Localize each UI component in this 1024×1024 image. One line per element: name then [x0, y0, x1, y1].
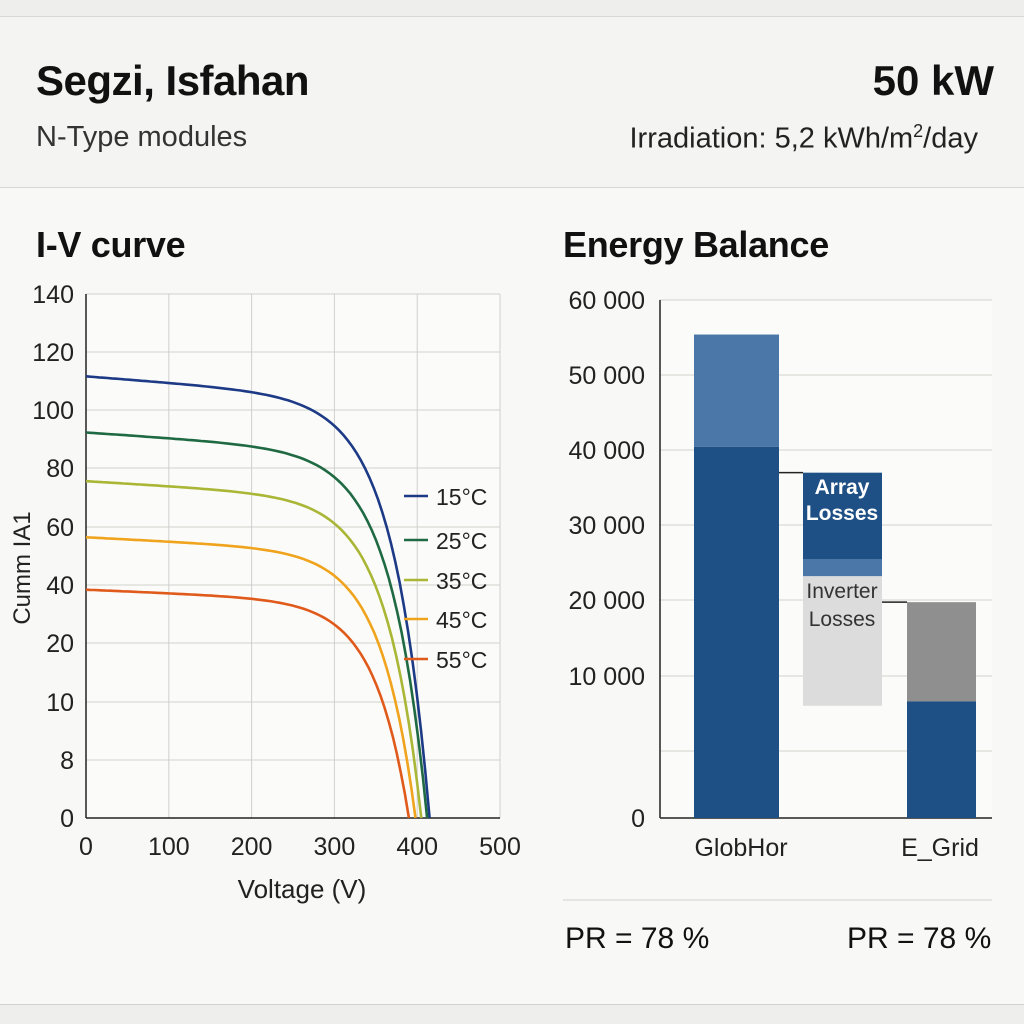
array-losses-band — [803, 559, 882, 577]
irradiation-text: Irradiation: 5,2 kWh/m — [629, 122, 914, 155]
pr-left: PR = 78 % — [565, 922, 710, 955]
iv-y-tick-label: 40 — [46, 572, 74, 600]
iv-y-tick-label: 10 — [46, 689, 74, 717]
eb-y-tick-label: 50 000 — [569, 362, 645, 390]
iv-x-tick-label: 100 — [148, 833, 190, 861]
iv-y-tick-label: 8 — [60, 747, 74, 775]
energy-balance-title: Energy Balance — [563, 224, 829, 265]
iv-x-axis-label: Voltage (V) — [238, 874, 367, 904]
inverter-losses-label: Inverter — [806, 580, 877, 603]
array-losses-bar — [803, 472, 882, 559]
iv-y-tick-label: 80 — [46, 455, 74, 483]
iv-x-tick-label: 300 — [314, 833, 356, 861]
iv-x-tick-label: 400 — [396, 833, 438, 861]
eb-category-label: GlobHor — [694, 834, 787, 862]
eb-y-tick-label: 0 — [631, 805, 645, 833]
iv-chart-title: I-V curve — [36, 224, 186, 265]
iv-curve-45 — [85, 536, 417, 819]
eb-y-tick-label: 10 000 — [569, 663, 645, 691]
eb-y-tick-label: 30 000 — [569, 512, 645, 540]
iv-y-tick-label: 120 — [32, 339, 74, 367]
eb-y-tick-label: 40 000 — [569, 437, 645, 465]
irradiation-sup: 2 — [913, 121, 924, 141]
iv-x-tick-label: 200 — [231, 833, 273, 861]
header: Segzi, Isfahan N-Type modules 50 kW Irra… — [0, 16, 1024, 188]
main-panel: I-V curve Energy Balance 0 8 10 20 40 60 80 100… — [0, 188, 1024, 1005]
iv-y-tick-label: 100 — [32, 397, 74, 425]
eb-y-tick-label: 60 000 — [569, 287, 645, 315]
egrid-bar — [907, 701, 976, 818]
iv-y-tick-label: 140 — [32, 281, 74, 309]
inverter-losses-label: Losses — [809, 608, 876, 631]
iv-curve-35 — [85, 479, 423, 819]
array-losses-label: Array — [815, 476, 870, 499]
module-type: N-Type modules — [36, 121, 248, 153]
eb-category-label: E_Grid — [901, 834, 979, 862]
iv-curve-55 — [85, 588, 411, 819]
globhor-bar — [694, 446, 779, 818]
egrid-bar-top — [907, 602, 976, 702]
pr-right: PR = 78 % — [847, 922, 992, 955]
system-power: 50 kW — [872, 57, 994, 104]
iv-y-tick-label: 0 — [60, 805, 74, 833]
iv-x-tick-label: 500 — [479, 833, 521, 861]
iv-chart: 0 8 10 20 40 60 80 100 120 140 0 100 200 300 400 500 Vol… — [9, 281, 521, 904]
iv-x-tick-label: 0 — [79, 833, 93, 861]
array-losses-label: Losses — [806, 502, 878, 525]
iv-curve-15 — [85, 375, 431, 819]
iv-legend-label: 25°C — [436, 528, 487, 554]
iv-legend-label: 35°C — [436, 568, 487, 594]
globhor-bar-top — [694, 334, 779, 447]
iv-legend-label: 15°C — [436, 484, 487, 510]
iv-legend-label: 45°C — [436, 607, 487, 633]
iv-y-axis-label: Cumm IA1 — [9, 511, 36, 624]
site-name: Segzi, Isfahan — [36, 57, 310, 104]
iv-curve-25 — [85, 431, 429, 819]
iv-y-tick-label: 20 — [46, 630, 74, 658]
iv-y-tick-label: 60 — [46, 514, 74, 542]
energy-balance-chart: 0 10 000 20 000 30 000 40 000 50 000 60 000 Arr… — [563, 287, 992, 901]
iv-legend-label: 55°C — [436, 647, 487, 673]
irradiation: Irradiation: 5,2 kWh/m2/day — [630, 121, 979, 156]
eb-y-tick-label: 20 000 — [569, 587, 645, 615]
inverter-losses-bar — [803, 576, 882, 706]
irradiation-unit: /day — [923, 122, 978, 155]
